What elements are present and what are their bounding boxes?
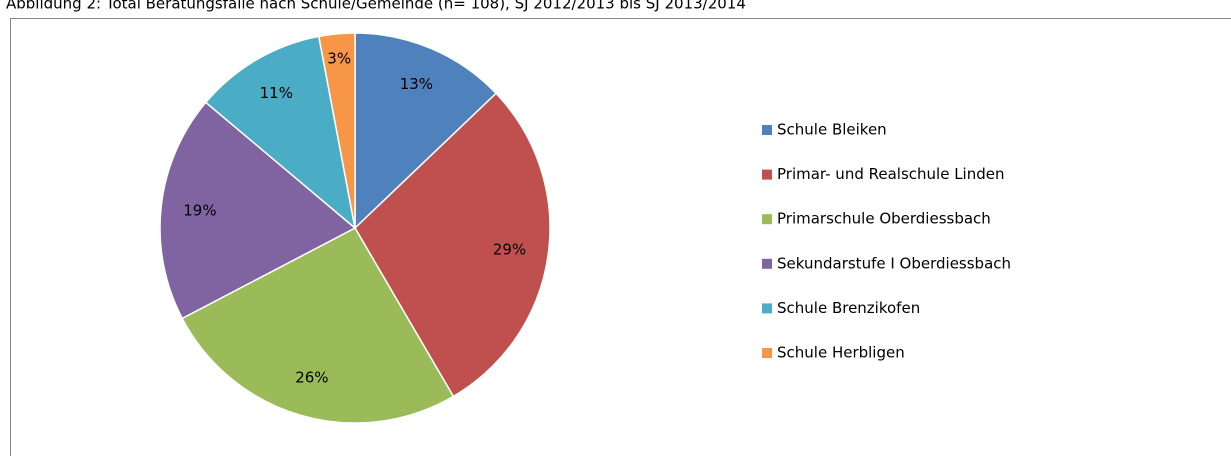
legend-label: Schule Herbligen xyxy=(777,344,905,362)
legend-swatch xyxy=(762,169,772,180)
data-label: 19% xyxy=(183,202,216,220)
legend-swatch xyxy=(762,214,772,225)
pie-slice xyxy=(354,92,551,398)
legend-label: Schule Brenzikofen xyxy=(777,299,920,317)
legend-label: Primarschule Oberdiessbach xyxy=(777,210,991,228)
pie-slice xyxy=(181,227,455,424)
pie-slice xyxy=(317,32,356,229)
data-label: 3% xyxy=(327,50,351,68)
data-label: 11% xyxy=(260,84,293,102)
data-label: 13% xyxy=(400,75,433,93)
legend-label: Primar- und Realschule Linden xyxy=(777,165,1004,183)
legend-label: Sekundarstufe I Oberdiessbach xyxy=(777,254,1011,272)
pie-slice xyxy=(204,35,357,230)
legend-swatch xyxy=(762,258,772,269)
legend-swatch xyxy=(762,303,772,314)
pie-slice xyxy=(354,32,498,230)
legend-swatch xyxy=(762,125,772,135)
data-label: 26% xyxy=(295,368,328,386)
pie-slice xyxy=(159,101,357,320)
legend-swatch xyxy=(762,348,772,358)
legend-label: Schule Bleiken xyxy=(777,121,887,139)
chart-title: Abbildung 2: Total Beratungsfälle nach S… xyxy=(6,0,746,13)
data-label: 29% xyxy=(493,240,526,258)
